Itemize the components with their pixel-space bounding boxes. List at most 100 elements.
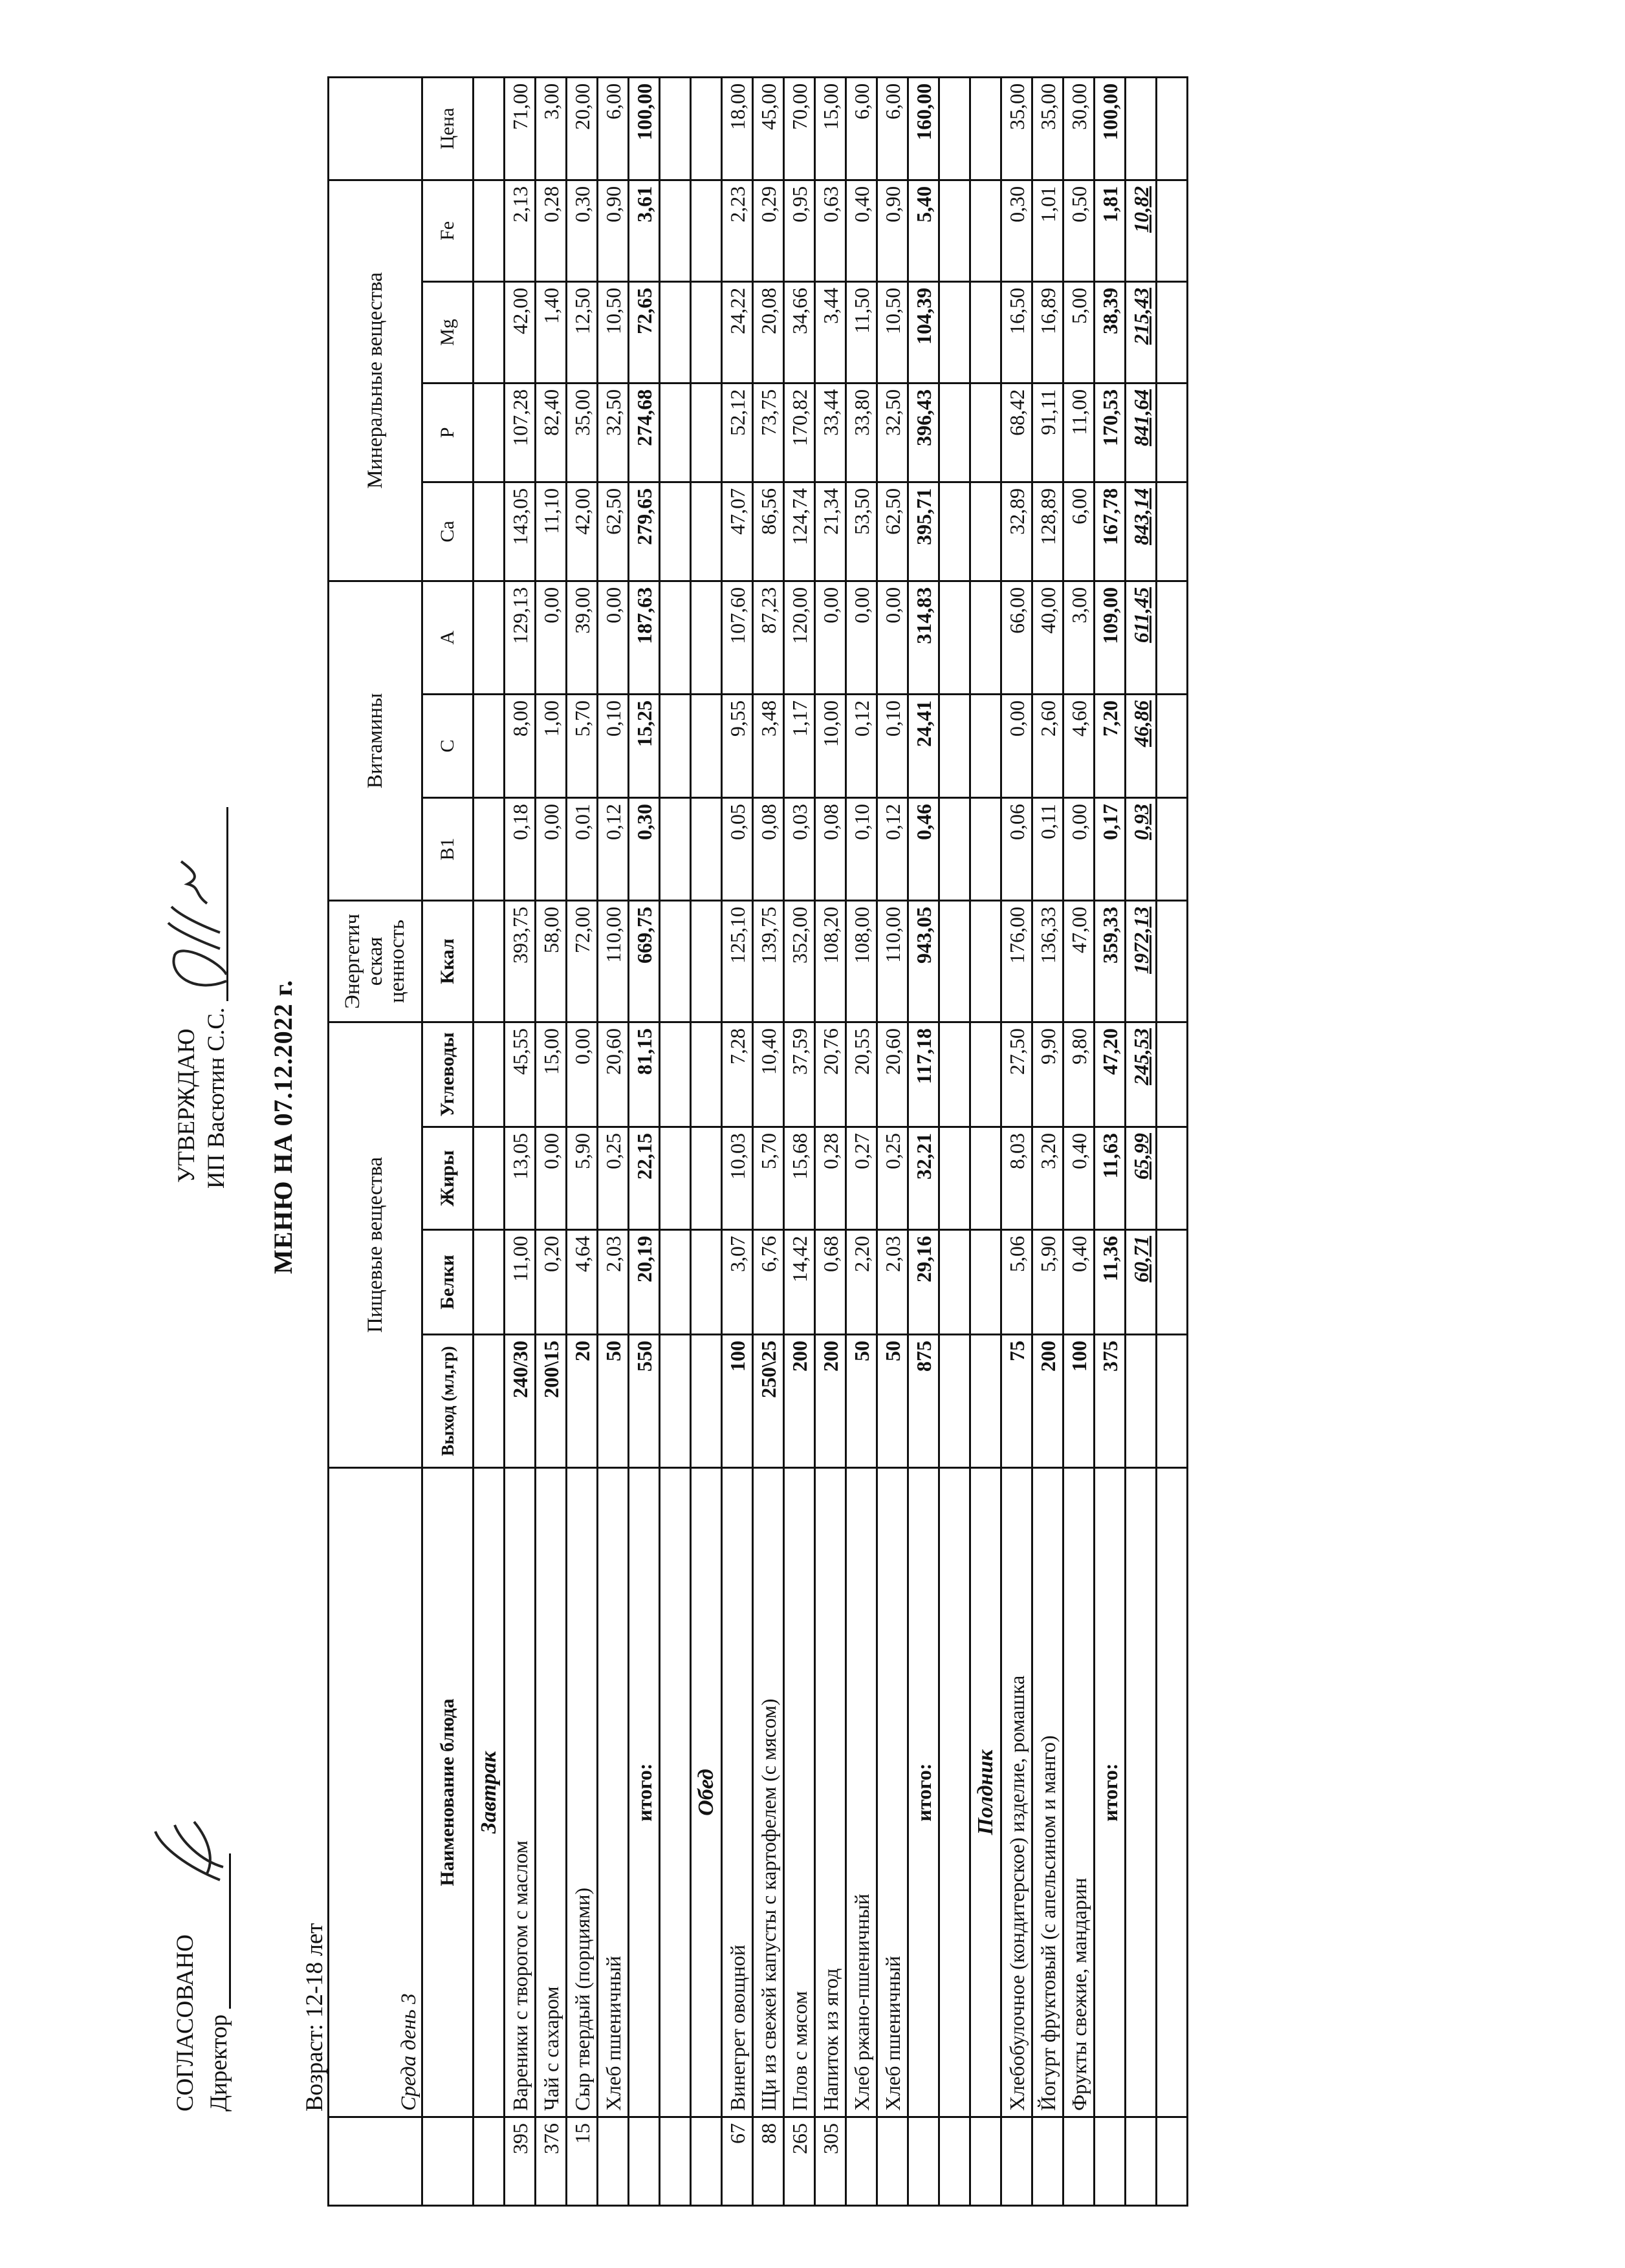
col-c: C	[422, 694, 474, 798]
dish-name	[659, 1467, 691, 2117]
kcal-cell: 669,75	[628, 900, 660, 1022]
carbs-cell	[1156, 1022, 1188, 1127]
b1-cell: 0,00	[1063, 797, 1095, 901]
mg-cell: 20,08	[752, 281, 784, 383]
carbs-cell	[939, 1022, 970, 1127]
p-cell: 35,00	[566, 383, 598, 482]
dish-name: Вареники с творогом с маслом	[504, 1467, 536, 2117]
kcal-cell: 110,00	[597, 900, 629, 1022]
b1-cell: 0,08	[752, 797, 784, 901]
a-cell: 0,00	[814, 581, 846, 695]
protein-cell: 0,40	[1063, 1229, 1095, 1335]
c-cell: 7,20	[1094, 694, 1126, 798]
mg-cell	[1156, 281, 1188, 383]
a-cell	[690, 581, 722, 695]
fat-cell: 0,25	[877, 1127, 908, 1230]
mg-cell	[939, 281, 970, 383]
total-label: итого:	[628, 1467, 660, 2117]
header-vitamins: Витамины	[328, 581, 422, 901]
header-row-columns: Наименование блюда Выход (мл,гр) Белки Ж…	[422, 77, 474, 2206]
header-price-empty	[328, 77, 422, 180]
header-code-cell	[328, 2117, 422, 2206]
b1-cell: 0,12	[877, 797, 908, 901]
code-cell: 376	[535, 2117, 567, 2206]
fat-cell: 0,28	[814, 1127, 846, 1230]
section-row: Полдник	[970, 77, 1001, 2206]
ca-cell: 128,89	[1032, 482, 1063, 581]
price-cell: 18,00	[721, 77, 753, 180]
dish-name: Хлеб пшеничный	[877, 1467, 908, 2117]
kcal-cell: 108,20	[814, 900, 846, 1022]
fe-cell: 0,29	[752, 180, 784, 282]
c-cell: 0,10	[877, 694, 908, 798]
ca-cell: 53,50	[845, 482, 877, 581]
carbs-cell: 10,40	[752, 1022, 784, 1127]
kcal-cell: 352,00	[783, 900, 815, 1022]
code-cell	[628, 2117, 660, 2206]
mg-cell: 11,50	[845, 281, 877, 383]
carbs-cell: 37,59	[783, 1022, 815, 1127]
dish-name: Чай с сахаром	[535, 1467, 567, 2117]
col-name: Наименование блюда	[422, 1467, 474, 2117]
carbs-cell: 81,15	[628, 1022, 660, 1127]
code-cell	[690, 2117, 722, 2206]
code-cell	[1125, 2117, 1157, 2206]
yield-cell: 50	[845, 1334, 877, 1468]
p-cell	[970, 383, 1001, 482]
b1-cell	[690, 797, 722, 901]
mg-cell: 215,43	[1125, 281, 1157, 383]
protein-cell: 14,42	[783, 1229, 815, 1335]
carbs-cell	[473, 1022, 505, 1127]
yield-cell: 200\15	[535, 1334, 567, 1468]
price-cell: 160,00	[908, 77, 939, 180]
price-cell	[1125, 77, 1157, 180]
code-cell	[939, 2117, 970, 2206]
dish-name: Йогурт фруктовый (с апельсином и манго)	[1032, 1467, 1063, 2117]
table-row: Йогурт фруктовый (с апельсином и манго) 2…	[1032, 77, 1063, 2206]
p-cell: 32,50	[877, 383, 908, 482]
fe-cell	[659, 180, 691, 282]
fat-cell	[1156, 1127, 1188, 1230]
price-cell: 71,00	[504, 77, 536, 180]
code-cell: 88	[752, 2117, 784, 2206]
table-row: Хлеб ржано-пшеничный 50 2,20 0,27 20,55 108,0…	[845, 77, 877, 2206]
fe-cell: 1,01	[1032, 180, 1063, 282]
a-cell: 39,00	[566, 581, 598, 695]
kcal-cell: 176,00	[1001, 900, 1032, 1022]
mg-cell: 34,66	[783, 281, 815, 383]
p-cell	[659, 383, 691, 482]
b1-cell: 0,18	[504, 797, 536, 901]
carbs-cell: 245,53	[1125, 1022, 1157, 1127]
protein-cell: 60,71	[1125, 1229, 1157, 1335]
c-cell: 3,48	[752, 694, 784, 798]
code-cell	[473, 2117, 505, 2206]
a-cell: 109,00	[1094, 581, 1126, 695]
c-cell: 46,86	[1125, 694, 1157, 798]
carbs-cell-value: 245,53	[1129, 1028, 1153, 1085]
carbs-cell: 117,18	[908, 1022, 939, 1127]
mg-cell: 10,50	[597, 281, 629, 383]
p-cell	[1156, 383, 1188, 482]
c-cell: 1,00	[535, 694, 567, 798]
kcal-cell	[939, 900, 970, 1022]
header-day-cell: Среда день 3	[328, 1467, 422, 2117]
ca-cell	[970, 482, 1001, 581]
protein-cell: 5,90	[1032, 1229, 1063, 1335]
protein-cell: 2,20	[845, 1229, 877, 1335]
kcal-cell: 1972,13	[1125, 900, 1157, 1022]
mg-cell: 24,22	[721, 281, 753, 383]
yield-cell: 100	[721, 1334, 753, 1468]
p-cell: 274,68	[628, 383, 660, 482]
protein-cell: 11,00	[504, 1229, 536, 1335]
a-cell: 120,00	[783, 581, 815, 695]
yield-cell: 50	[597, 1334, 629, 1468]
a-cell	[1156, 581, 1188, 695]
carbs-cell: 47,20	[1094, 1022, 1126, 1127]
a-cell: 187,63	[628, 581, 660, 695]
kcal-cell: 139,75	[752, 900, 784, 1022]
yield-cell: 200	[1032, 1334, 1063, 1468]
dish-name	[939, 1467, 970, 2117]
fat-cell: 22,15	[628, 1127, 660, 1230]
price-cell: 35,00	[1001, 77, 1032, 180]
p-cell-value: 841,64	[1129, 389, 1153, 446]
